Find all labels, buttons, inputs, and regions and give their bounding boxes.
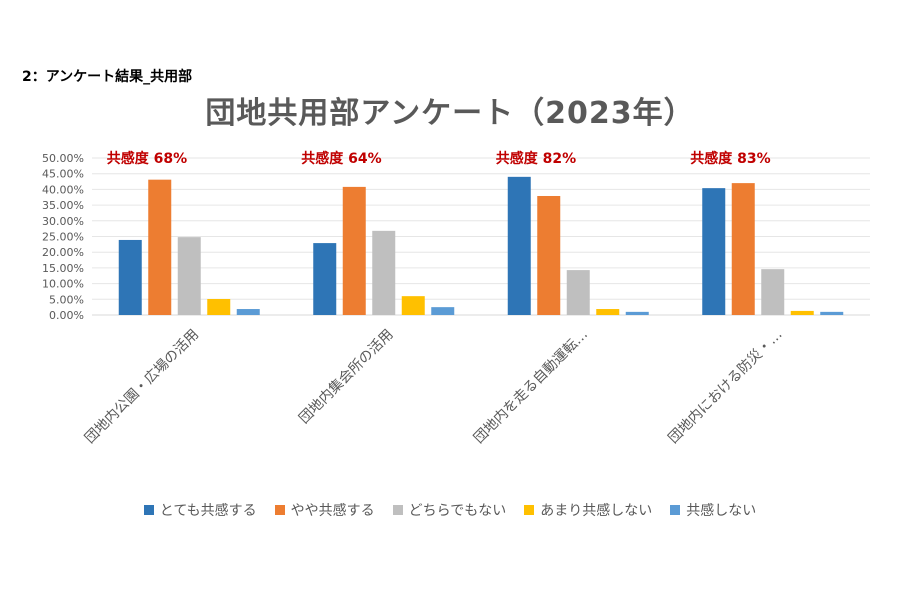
bar [148,179,172,315]
y-tick-label: 50.00% [42,152,84,165]
bar [236,309,260,315]
category-label: 団地内公園・広場の活用 [82,327,202,447]
bar [820,311,844,315]
y-tick-label: 45.00% [42,168,84,181]
legend: とても共感する やや共感する どちらでもない あまり共感しない 共感しない [0,500,900,520]
bar [118,239,142,315]
chart-title: 団地共用部アンケート（2023年） [205,96,695,131]
legend-item: どちらでもない [392,500,507,520]
legend-swatch [670,505,681,515]
legend-label: とても共感する [159,503,257,519]
slide-label: 2：アンケート結果_共用部 [22,69,193,85]
category-label: 団地内を走る自動運転… [471,327,591,447]
annotation-label: 共感度 68% [107,150,187,167]
bar [507,176,531,315]
category-label: 団地内集会所の活用 [295,326,396,427]
y-tick-label: 35.00% [42,199,84,212]
legend-label: あまり共感しない [540,503,653,519]
legend-label: やや共感する [290,503,375,519]
annotation-label: 共感度 82% [496,150,576,167]
bar [342,186,366,315]
bar [702,188,726,315]
legend-item: 共感しない [670,500,756,520]
bar [177,237,201,315]
legend-swatch [392,505,403,515]
y-tick-label: 20.00% [42,246,84,259]
legend-item: とても共感する [143,500,257,520]
bar [625,311,649,315]
bar [596,309,620,315]
bar [761,269,785,315]
bar [566,270,590,315]
y-tick-label: 25.00% [42,231,84,244]
bar [431,307,455,315]
bar [372,230,396,315]
bar [790,310,814,315]
legend-label: どちらでもない [408,503,507,519]
annotation-label: 共感度 64% [301,150,381,167]
y-tick-label: 10.00% [42,278,84,291]
y-tick-label: 40.00% [42,183,84,196]
bar [207,298,231,315]
bar [731,183,755,315]
legend-item: あまり共感しない [524,500,652,520]
y-tick-label: 5.00% [49,293,84,306]
y-tick-label: 30.00% [42,215,84,228]
y-tick-label: 0.00% [49,309,84,322]
category-label: 団地内における防災・… [665,327,785,447]
legend-label: 共感しない [686,503,757,519]
legend-swatch [143,505,154,515]
legend-swatch [524,505,535,515]
annotation-label: 共感度 83% [690,150,770,167]
legend-swatch [274,505,285,515]
bar [537,195,561,315]
bar [401,296,425,315]
bar [313,243,337,315]
legend-item: やや共感する [274,500,375,520]
y-tick-label: 15.00% [42,262,84,275]
